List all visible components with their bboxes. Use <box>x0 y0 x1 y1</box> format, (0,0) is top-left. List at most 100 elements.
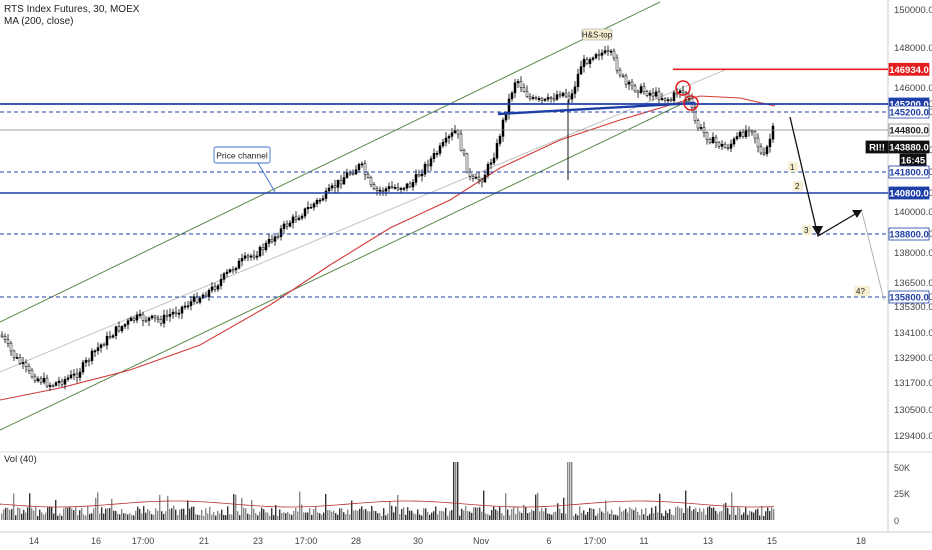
candle-body <box>75 373 79 378</box>
price-label: 135800.0 <box>889 293 929 304</box>
candle-body <box>321 198 325 201</box>
volume-bar <box>553 512 555 520</box>
candle-body <box>360 163 364 166</box>
volume-bar <box>257 515 259 520</box>
volume-bar <box>581 512 583 520</box>
candle-body <box>84 359 88 363</box>
candle-body <box>279 228 283 237</box>
candle-body <box>558 94 562 97</box>
candle-body <box>540 98 544 101</box>
volume-bar <box>593 508 595 520</box>
price-label: 141800.0 <box>889 168 929 179</box>
volume-bar <box>225 515 227 520</box>
candle-body <box>621 74 625 77</box>
volume-bar <box>439 510 441 520</box>
candle-body <box>12 350 16 358</box>
candle-body <box>144 320 148 322</box>
volume-bar <box>471 512 473 520</box>
candle-body <box>459 133 463 151</box>
volume-bar <box>37 515 39 520</box>
volume-bar <box>333 510 335 520</box>
volume-bar <box>563 497 565 520</box>
candle-body <box>186 305 190 308</box>
candle-body <box>666 99 670 102</box>
candle-body <box>606 50 610 53</box>
candle-body <box>372 184 376 189</box>
candle-body <box>456 130 460 135</box>
volume-bar <box>567 462 569 520</box>
candle-body <box>408 183 412 188</box>
price-label: 145200.0 <box>889 108 929 119</box>
volume-bar <box>739 508 741 520</box>
projection-path <box>789 116 863 238</box>
volume-bar <box>287 511 289 520</box>
candle-body <box>276 236 280 239</box>
volume-bar <box>653 513 655 520</box>
volume-bar <box>367 511 369 520</box>
volume-bar <box>273 515 275 520</box>
volume-bar <box>173 505 175 520</box>
price-axis[interactable]: 150000.0 148000.0 146000.0 145200.0 144800.0… <box>865 5 932 442</box>
volume-bar <box>275 504 277 520</box>
candle-body <box>327 187 331 192</box>
time-tick-label: 16 <box>91 536 101 546</box>
volume-bar <box>441 511 443 520</box>
volume-bar <box>491 510 493 520</box>
candle-body <box>66 377 70 380</box>
volume-bar <box>511 508 513 520</box>
candle-body <box>579 66 583 75</box>
candle-body <box>570 93 574 100</box>
volume-bar <box>293 510 295 520</box>
candle-body <box>537 98 541 100</box>
time-tick-label: 15 <box>767 536 777 546</box>
price-label-box <box>888 290 930 304</box>
volume-bar <box>409 510 411 520</box>
candle-body <box>474 176 478 179</box>
channel-mid-line <box>0 69 726 373</box>
volume-bar <box>627 512 629 520</box>
wave-label-box <box>854 286 870 296</box>
candle-body <box>438 145 442 154</box>
volume-bar <box>217 510 219 520</box>
candle-body <box>348 172 352 175</box>
ma-line <box>0 95 776 401</box>
volume-bar <box>99 513 101 520</box>
volume-bar <box>435 506 437 520</box>
price-label-box <box>888 105 930 119</box>
indicator-header: MA (200, close) <box>4 16 74 27</box>
volume-bar <box>679 507 681 520</box>
volume-bar <box>521 513 523 520</box>
volume-bar <box>107 508 109 520</box>
volume-bar <box>387 513 389 520</box>
time-axis[interactable]: 14 16 17:00 21 23 17:00 28 30 Nov 6 17:00 11 13 15 18 <box>29 536 866 546</box>
volume-bar <box>529 512 531 520</box>
volume-bar <box>681 508 683 520</box>
volume-bar <box>165 511 167 520</box>
candle-body <box>102 344 106 347</box>
neckline <box>497 101 696 116</box>
chart-symbol-header: RTS Index Futures, 30, MOEX <box>4 4 140 15</box>
time-tick-label: 13 <box>703 536 713 546</box>
volume-bar <box>601 511 603 520</box>
volume-bar <box>19 508 21 520</box>
volume-bar <box>607 511 609 520</box>
time-tick-label: 30 <box>413 536 423 546</box>
candle-body <box>177 312 181 315</box>
volume-bar <box>411 510 413 520</box>
candle-body <box>306 207 310 209</box>
candle-body <box>234 267 238 271</box>
time-tick-label: 17:00 <box>295 536 318 546</box>
price-label: 143880.0 <box>889 143 929 154</box>
volume-bar <box>451 510 453 520</box>
volume-bar <box>599 507 601 520</box>
volume-bar <box>335 513 337 520</box>
volume-bar <box>65 507 67 520</box>
volume-bar <box>665 510 667 520</box>
volume-bar <box>493 506 495 520</box>
candle-body <box>543 99 547 101</box>
volume-bar <box>151 514 153 520</box>
volume-bar <box>383 508 385 520</box>
candle-body <box>453 130 457 133</box>
candle-body <box>42 377 46 383</box>
